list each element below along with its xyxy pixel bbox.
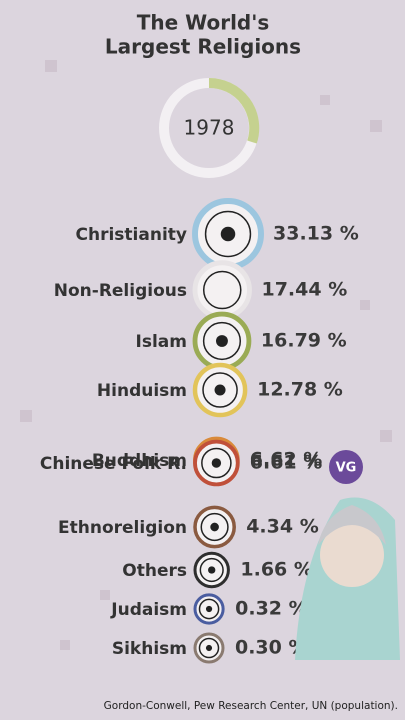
chart-title: Largest Religions <box>105 35 301 59</box>
category-label: Others <box>122 561 187 581</box>
year-label: 1978 <box>184 116 235 140</box>
bubble-inner <box>202 372 238 408</box>
category-label: Non-Religious <box>54 281 187 301</box>
bubble-inner <box>204 210 252 258</box>
year-progress <box>208 77 260 144</box>
decor <box>20 60 392 650</box>
category-label: Chinese Folk R. <box>40 454 187 474</box>
bubble-inner <box>200 512 229 542</box>
icon <box>211 458 222 468</box>
value-label: 6.62 % <box>250 449 323 471</box>
category-label: Sikhism <box>112 639 187 659</box>
value-label: 1.66 % <box>240 559 313 581</box>
bubble-inner <box>198 598 220 620</box>
value-label: 17.44 % <box>261 279 347 301</box>
category-label: Islam <box>136 332 187 352</box>
bubble-inner <box>201 447 232 479</box>
category-label: Christianity <box>76 225 187 245</box>
logo: VG <box>336 461 357 476</box>
icon <box>214 384 226 396</box>
value-label: 0.30 % <box>235 637 308 659</box>
icon <box>210 522 219 532</box>
bubble-inner <box>199 557 224 583</box>
category-label: Judaism <box>110 600 187 620</box>
value-label: 12.78 % <box>257 379 343 401</box>
value-label: 6.61 % <box>250 452 323 474</box>
value-label: 4.34 % <box>246 516 319 538</box>
icon <box>205 605 213 613</box>
bubble-inner <box>198 637 220 659</box>
icon <box>216 335 228 347</box>
icon <box>220 226 236 242</box>
grandma-illustration <box>295 497 400 660</box>
icon <box>208 566 216 574</box>
bubble-inner <box>202 321 242 361</box>
rows: Christianity 33.13 % Non-Religious 17.44 % I… <box>40 198 359 664</box>
icon <box>205 644 213 652</box>
source: Gordon-Conwell, Pew Research Center, UN … <box>104 700 398 712</box>
chart-title: The World's <box>137 11 270 35</box>
value-label: 33.13 % <box>273 223 359 245</box>
category-label: Ethnoreligion <box>58 518 187 538</box>
logo-badge <box>329 450 363 484</box>
value-label: 16.79 % <box>261 330 347 352</box>
category-label: Buddhism <box>92 451 187 471</box>
category-label: Hinduism <box>97 381 187 401</box>
value-label: 0.32 % <box>235 598 308 620</box>
bubble-inner <box>202 270 242 310</box>
